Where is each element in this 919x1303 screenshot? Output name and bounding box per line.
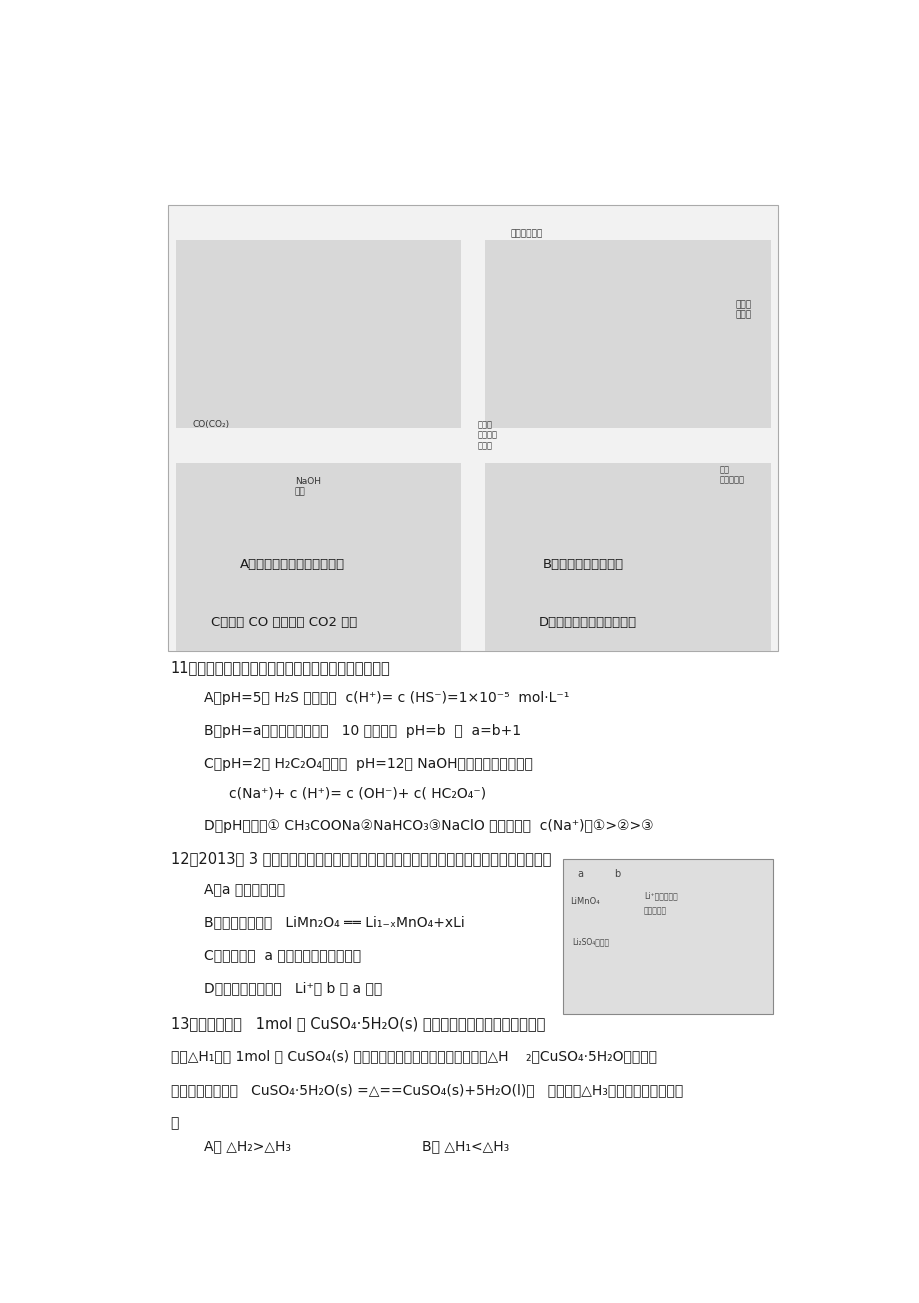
Text: B．碳酸氢钙受热分解: B．碳酸氢钙受热分解 <box>542 558 623 571</box>
Text: c(Na⁺)+ c (H⁺)= c (OH⁻)+ c( HC₂O₄⁻): c(Na⁺)+ c (H⁺)= c (OH⁻)+ c( HC₂O₄⁻) <box>229 787 485 800</box>
Text: b: b <box>614 869 619 878</box>
Text: Li⁺锂离子导体: Li⁺锂离子导体 <box>643 891 677 900</box>
Bar <box>168 205 777 652</box>
Text: LiMnO₄: LiMnO₄ <box>569 896 599 906</box>
Text: CO(CO₂): CO(CO₂) <box>192 421 229 429</box>
Text: A．a 为电池的正极: A．a 为电池的正极 <box>204 882 285 895</box>
Text: B．pH=a的氨水溶液，稝释   10 倍后，其  pH=b  则  a=b+1: B．pH=a的氨水溶液，稝释 10 倍后，其 pH=b 则 a=b+1 <box>204 724 521 739</box>
Text: D．放电时，溶液中   Li⁺从 b 向 a 迁移: D．放电时，溶液中 Li⁺从 b 向 a 迁移 <box>204 981 382 995</box>
Text: A．pH=5的 H₂S 溶液中，  c(H⁺)= c (HS⁻)=1×10⁻⁵  mol·L⁻¹: A．pH=5的 H₂S 溶液中， c(H⁺)= c (HS⁻)=1×10⁻⁵ m… <box>204 691 569 705</box>
Text: B． △H₁<△H₃: B． △H₁<△H₃ <box>421 1140 508 1153</box>
Text: a: a <box>576 869 583 878</box>
Text: 12．2013年 3 月我国科学家报道了如图所示的水溶液锂离子电池体系。下列叙述错误的是: 12．2013年 3 月我国科学家报道了如图所示的水溶液锂离子电池体系。下列叙述… <box>170 852 550 866</box>
Text: B．电池充电反应   LiMn₂O₄ ══ Li₁₋ₓMnO₄+xLi: B．电池充电反应 LiMn₂O₄ ══ Li₁₋ₓMnO₄+xLi <box>204 915 464 929</box>
Text: 13．室温下，将   1mol 的 CuSO₄·5H₂O(s) 溡于水会使溶液温度降低，热效: 13．室温下，将 1mol 的 CuSO₄·5H₂O(s) 溡于水会使溶液温度降… <box>170 1016 544 1031</box>
Bar <box>562 859 772 1014</box>
Bar <box>484 464 770 652</box>
Text: C．放电时，  a 极锂的化合价发生变化: C．放电时， a 极锂的化合价发生变化 <box>204 949 361 962</box>
Text: 复合物电极: 复合物电极 <box>643 907 666 916</box>
Bar <box>176 240 460 427</box>
Bar <box>484 240 770 427</box>
Text: 应为△H₁，将 1mol 的 CuSO₄(s) 溡于水会使溶液温度升高，热效应为△H    ₂；CuSO₄·5H₂O受热分解: 应为△H₁，将 1mol 的 CuSO₄(s) 溡于水会使溶液温度升高，热效应为… <box>170 1049 656 1063</box>
Text: A．除去粗盐溶液中的不溶物: A．除去粗盐溶液中的不溶物 <box>240 558 345 571</box>
Bar <box>176 464 460 652</box>
Text: A． △H₂>△H₃: A． △H₂>△H₃ <box>204 1140 290 1153</box>
Text: Li₂SO₄水溶液: Li₂SO₄水溶液 <box>573 937 609 946</box>
Text: NaOH
溶液: NaOH 溶液 <box>294 477 321 496</box>
Text: 的化学方程式为：   CuSO₄·5H₂O(s) =△==CuSO₄(s)+5H₂O(l)，   热效应为△H₃。则下列判断正确的: 的化学方程式为： CuSO₄·5H₂O(s) =△==CuSO₄(s)+5H₂O… <box>170 1083 682 1097</box>
Text: 乙醇、
浓硫酸、
冰醒酸: 乙醇、 浓硫酸、 冰醒酸 <box>477 421 496 450</box>
Text: 澄清的
石灌水: 澄清的 石灌水 <box>734 300 751 319</box>
Text: D．乙酸乙酯制备演示实验: D．乙酸乙酯制备演示实验 <box>539 616 637 629</box>
Text: 碳酸氢钙粉末: 碳酸氢钙粉末 <box>510 229 542 238</box>
Text: 是: 是 <box>170 1117 179 1131</box>
Text: 饱和
碳酸钙溶液: 饱和 碳酸钙溶液 <box>719 465 743 485</box>
Text: D．pH相同的① CH₃COONa②NaHCO₃③NaClO 三种溶液的  c(Na⁺)：①>②>③: D．pH相同的① CH₃COONa②NaHCO₃③NaClO 三种溶液的 c(N… <box>204 818 653 833</box>
Text: 11．一定温度下，下列溶液的离子浓度关系式正确的是: 11．一定温度下，下列溶液的离子浓度关系式正确的是 <box>170 661 390 675</box>
Text: C．pH=2的 H₂C₂O₄溶液与  pH=12的 NaOH溶液任意比例混合：: C．pH=2的 H₂C₂O₄溶液与 pH=12的 NaOH溶液任意比例混合： <box>204 757 532 771</box>
Text: C．除去 CO 气体中的 CO2 气体: C．除去 CO 气体中的 CO2 气体 <box>211 616 357 629</box>
